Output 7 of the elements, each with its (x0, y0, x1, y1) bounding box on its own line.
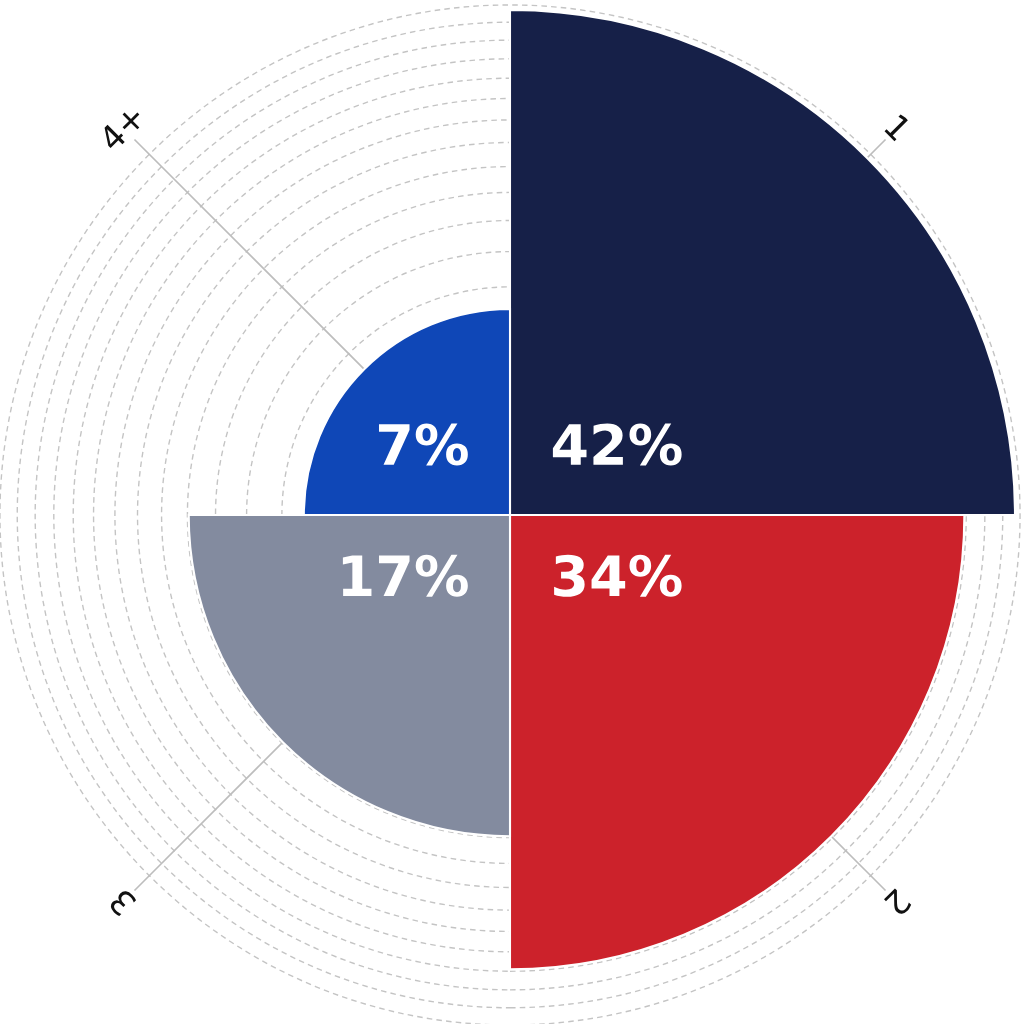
data-label: 7% (378, 423, 468, 466)
category-label: 2 (884, 888, 913, 917)
data-label: 17% (342, 554, 468, 597)
data-label: 34% (554, 554, 682, 597)
category-label: 3 (107, 888, 137, 918)
category-label: 1 (884, 113, 912, 142)
category-label: 4+ (97, 103, 146, 153)
